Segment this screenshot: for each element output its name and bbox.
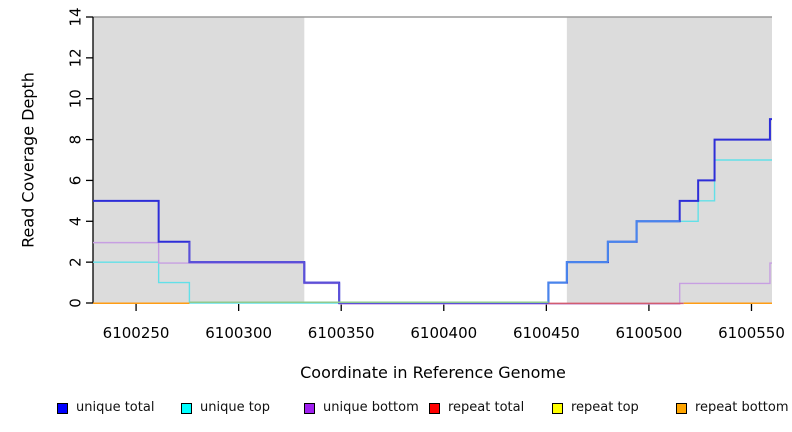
repeat-top-swatch-icon	[552, 402, 563, 414]
y-tick-label: 6	[67, 176, 85, 186]
y-tick-label: 4	[67, 217, 85, 227]
y-tick-label: 14	[67, 7, 85, 26]
unique-total-line-overlap	[565, 261, 608, 283]
legend-label: repeat total	[448, 400, 525, 415]
unique-total-swatch-icon	[57, 402, 68, 414]
legend: unique total unique top unique bottom re…	[0, 398, 792, 422]
unique-total-line-overlap	[635, 220, 680, 242]
x-tick-label: 6100400	[410, 324, 477, 342]
y-tick-label: 2	[67, 257, 85, 267]
legend-item-repeat-total: repeat total	[429, 398, 524, 418]
y-tick-label: 10	[67, 89, 85, 108]
y-tick-label: 12	[67, 48, 85, 67]
x-tick-label: 6100500	[616, 324, 683, 342]
unique-top-swatch-icon	[181, 402, 192, 414]
unique-bottom-swatch-icon	[304, 402, 315, 414]
y-axis-title: Read Coverage Depth	[18, 72, 38, 248]
legend-label: repeat top	[571, 400, 639, 415]
x-tick-label: 6100550	[718, 324, 785, 342]
unique-total-line-overlap	[303, 262, 340, 284]
x-tick-label: 6100350	[308, 324, 375, 342]
repeat-total-swatch-icon	[429, 402, 440, 414]
legend-label: unique top	[200, 400, 271, 415]
x-axis-title: Coordinate in Reference Genome	[300, 363, 566, 382]
x-tick-label: 6100300	[205, 324, 272, 342]
x-tick-label: 6100250	[103, 324, 170, 342]
y-tick-label: 8	[67, 135, 85, 145]
legend-item-unique-total: unique total	[57, 398, 154, 418]
unique-total-line-overlap	[188, 241, 305, 264]
legend-item-unique-bottom: unique bottom	[304, 398, 419, 418]
legend-label: unique bottom	[323, 400, 419, 415]
repeat-region-shade	[93, 17, 305, 303]
unique-total-line-overlap	[547, 281, 567, 303]
legend-item-unique-top: unique top	[181, 398, 270, 418]
legend-item-repeat-bottom: repeat bottom	[676, 398, 789, 418]
unique-total-line-overlap	[606, 240, 637, 263]
legend-label: unique total	[76, 400, 155, 415]
y-tick-label: 0	[67, 298, 85, 308]
legend-label: repeat bottom	[695, 400, 789, 415]
repeat-bottom-swatch-icon	[676, 402, 687, 414]
x-tick-label: 6100450	[513, 324, 580, 342]
unique-total-line-overlap	[338, 282, 549, 304]
legend-item-repeat-top: repeat top	[552, 398, 639, 418]
